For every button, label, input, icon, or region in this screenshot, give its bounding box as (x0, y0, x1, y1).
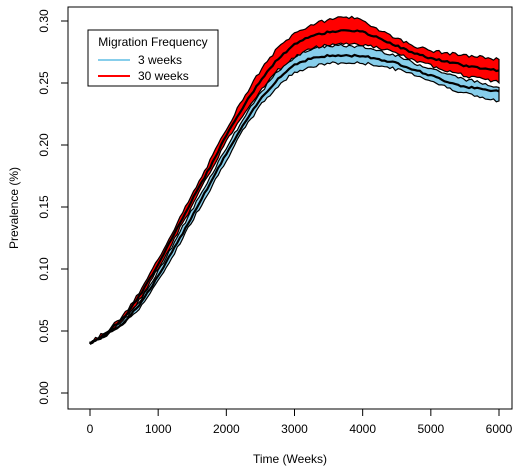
x-tick-label-3000: 3000 (281, 422, 308, 436)
mean-line-30-weeks (89, 29, 500, 345)
y-tick-label-0.20: 0.20 (37, 133, 51, 157)
legend-entry-30-weeks: 30 weeks (138, 69, 189, 83)
x-axis-label: Time (Weeks) (253, 452, 327, 466)
x-tick-label-6000: 6000 (486, 422, 513, 436)
x-tick-label-5000: 5000 (417, 422, 444, 436)
x-tick-label-0: 0 (87, 422, 94, 436)
mean-line-3-weeks (89, 53, 500, 345)
legend-title: Migration Frequency (98, 35, 207, 49)
y-tick-label-0.25: 0.25 (37, 71, 51, 95)
y-axis: 0.00 0.05 0.10 0.15 0.20 0.25 0.30 (37, 9, 69, 405)
x-tick-label-4000: 4000 (349, 422, 376, 436)
y-tick-label-0.10: 0.10 (37, 257, 51, 281)
y-tick-label-0.15: 0.15 (37, 195, 51, 219)
y-tick-label-0.05: 0.05 (37, 319, 51, 343)
x-tick-label-2000: 2000 (213, 422, 240, 436)
y-axis-label: Prevalence (%) (7, 167, 21, 249)
means-layer (89, 29, 500, 345)
y-tick-label-0.30: 0.30 (37, 9, 51, 33)
x-axis: 0 1000 2000 3000 4000 5000 6000 (87, 408, 513, 436)
x-tick-label-1000: 1000 (145, 422, 172, 436)
legend: Migration Frequency 3 weeks 30 weeks (87, 29, 219, 87)
band-30-weeks (89, 15, 500, 345)
y-tick-label-0.00: 0.00 (37, 381, 51, 405)
legend-entry-3-weeks: 3 weeks (138, 53, 182, 67)
